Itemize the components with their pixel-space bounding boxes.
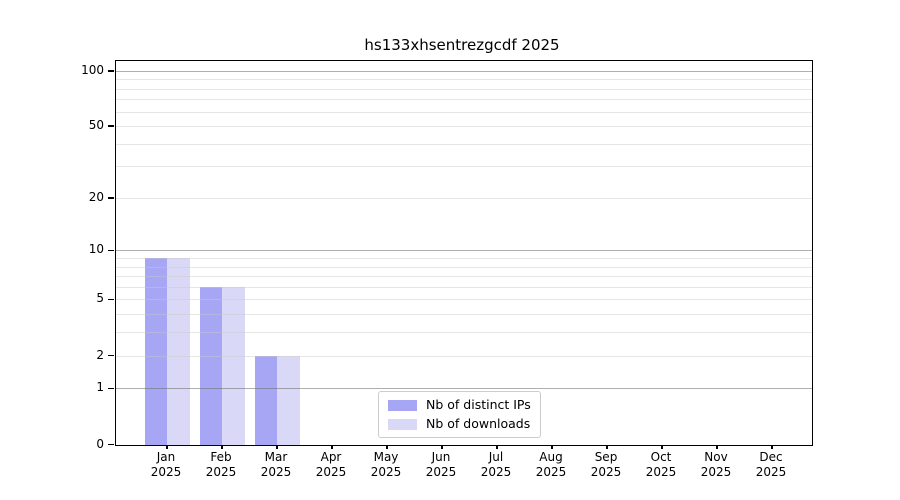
x-tick (771, 444, 773, 449)
x-tick (551, 444, 553, 449)
y-tick-label: 5 (96, 291, 104, 306)
x-tick (386, 444, 388, 449)
y-tick (107, 354, 114, 357)
plot-area (107, 60, 813, 449)
y-tick (107, 387, 114, 390)
gridline-major (115, 250, 812, 252)
gridline-minor (115, 111, 812, 113)
y-tick (107, 70, 114, 72)
x-tick (221, 444, 223, 449)
gridline-minor (115, 88, 812, 90)
legend: Nb of distinct IPs Nb of downloads (378, 391, 541, 438)
bar-distinct-ips (199, 286, 222, 445)
x-tick (331, 444, 333, 449)
x-tick-label: Nov 2025 (700, 450, 732, 479)
gridline-minor (115, 79, 812, 81)
legend-swatch-downloads-icon (388, 418, 417, 430)
x-tick-label: Feb 2025 (205, 450, 237, 479)
bar-distinct-ips (254, 355, 277, 445)
gridline-minor (115, 99, 812, 101)
y-tick (107, 197, 114, 199)
y-tick (107, 298, 114, 301)
legend-item-downloads: Nb of downloads (388, 416, 531, 432)
gridline-minor (115, 143, 812, 145)
x-tick-label: Mar 2025 (260, 450, 292, 479)
x-tick (606, 444, 608, 449)
x-tick-label: May 2025 (370, 450, 402, 479)
gridline-minor (115, 166, 812, 168)
y-tick (107, 249, 114, 252)
bar-downloads (222, 286, 245, 445)
gridline-minor (115, 126, 812, 128)
gridline-minor (115, 276, 812, 278)
x-tick-label: Jun 2025 (425, 450, 457, 479)
gridline-major (115, 70, 812, 72)
chart-title: hs133xhsentrezgcdf 2025 (364, 36, 560, 54)
gridline-minor (115, 258, 812, 260)
x-tick-label: Aug 2025 (535, 450, 567, 479)
bar-downloads (167, 258, 190, 445)
y-tick-label: 1 (96, 380, 104, 395)
bar-downloads (277, 355, 300, 445)
x-tick (661, 444, 663, 449)
x-tick-label: Jan 2025 (150, 450, 182, 479)
y-tick-label: 50 (88, 118, 104, 133)
x-tick (441, 444, 443, 449)
gridline-minor (115, 197, 812, 199)
y-tick-label: 100 (81, 62, 104, 77)
x-tick-label: Dec 2025 (755, 450, 787, 479)
y-tick-label: 20 (88, 189, 104, 204)
legend-label-downloads: Nb of downloads (426, 416, 531, 431)
bar-distinct-ips (144, 258, 167, 445)
y-tick-label: 0 (96, 436, 104, 451)
x-tick (166, 444, 168, 449)
y-tick (107, 443, 114, 446)
x-tick (496, 444, 498, 449)
x-tick (716, 444, 718, 449)
legend-item-distinct-ips: Nb of distinct IPs (388, 397, 531, 413)
x-tick-label: Apr 2025 (315, 450, 347, 479)
x-tick-label: Jul 2025 (480, 450, 512, 479)
x-tick (276, 444, 278, 449)
y-tick-label: 2 (96, 347, 104, 362)
x-tick-label: Oct 2025 (645, 450, 677, 479)
y-tick-label: 10 (88, 242, 104, 257)
y-tick (107, 125, 114, 127)
legend-label-distinct-ips: Nb of distinct IPs (426, 397, 531, 412)
legend-swatch-distinct-ips-icon (388, 399, 417, 411)
x-tick-label: Sep 2025 (590, 450, 622, 479)
gridline-minor (115, 266, 812, 268)
